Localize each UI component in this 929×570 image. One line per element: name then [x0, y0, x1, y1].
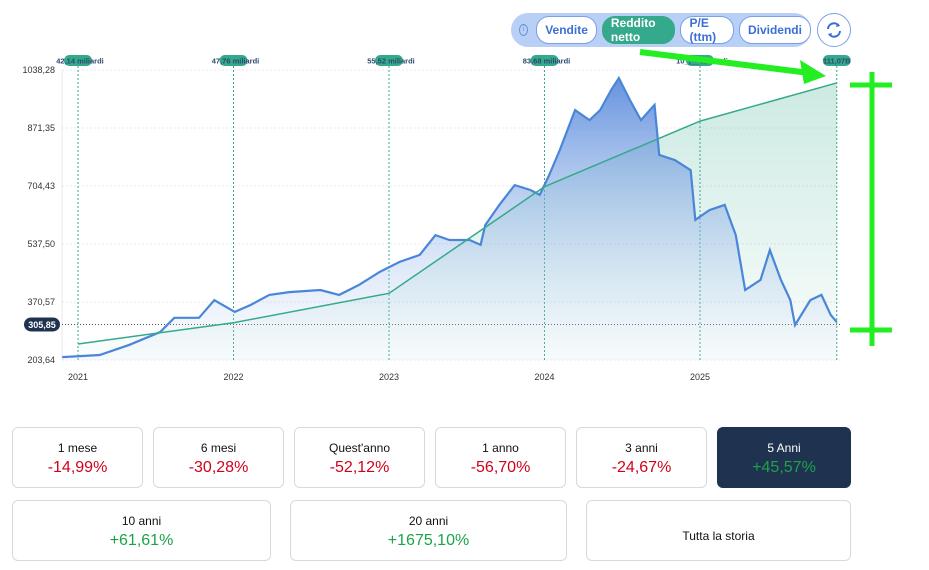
metric-toolbar: i Vendite Reddito netto P/E (ttm) Divide… [511, 13, 811, 47]
period-change: +61,61% [109, 532, 174, 549]
net-income-badge [530, 55, 559, 66]
y-tick-label: 1038,28 [22, 65, 55, 75]
period-change: -14,99% [47, 459, 108, 476]
x-tick-label: 2023 [379, 372, 399, 382]
period-label: Tutta la storia [682, 529, 755, 543]
period-label: 1 mese [57, 441, 98, 455]
period-button[interactable]: 10 anni +61,61% [12, 500, 271, 561]
refresh-button[interactable] [817, 13, 851, 47]
y-tick-label: 370,57 [27, 297, 55, 307]
period-button[interactable]: 6 mesi -30,28% [153, 427, 284, 488]
period-label: 3 anni [625, 441, 658, 455]
period-change: -52,12% [329, 459, 390, 476]
current-price-label: 305,85 [28, 320, 56, 330]
period-change: -30,28% [188, 459, 249, 476]
net-income-label: 55,52 miliardi [367, 57, 415, 66]
net-income-label: 83,68 miliardi [523, 57, 571, 66]
y-tick-label: 537,50 [27, 239, 55, 249]
net-income-label: 42,14 miliardi [56, 57, 104, 66]
period-button[interactable]: Tutta la storia [586, 500, 851, 561]
price-line [62, 75, 838, 359]
net-income-badge [64, 55, 92, 66]
price-area [62, 78, 837, 361]
net-income-badge [822, 55, 851, 66]
period-change: +45,57% [752, 459, 816, 476]
period-label: 5 Anni [767, 441, 801, 455]
tab-dividendi[interactable]: Dividendi [738, 16, 811, 44]
period-change: -56,70% [470, 459, 531, 476]
refresh-icon [827, 22, 841, 38]
tab-pe-ttm[interactable]: P/E (ttm) [680, 16, 734, 44]
net-income-line [77, 82, 837, 345]
tab-reddito-netto[interactable]: Reddito netto [601, 16, 676, 44]
period-button[interactable]: 1 mese -14,99% [12, 427, 143, 488]
period-button[interactable]: Quest'anno -52,12% [294, 427, 425, 488]
x-tick-label: 2021 [68, 372, 88, 382]
net-income-badge [219, 55, 248, 66]
current-price-badge [24, 317, 60, 332]
period-label: 10 anni [121, 514, 162, 528]
period-label: 6 mesi [200, 441, 237, 455]
y-tick-label: 203,64 [27, 355, 55, 365]
y-tick-label: 871,35 [27, 123, 55, 133]
period-button[interactable]: 5 Anni +45,57% [717, 427, 851, 488]
period-button[interactable]: 1 anno -56,70% [435, 427, 566, 488]
y-tick-label: 704,43 [27, 181, 55, 191]
net-income-badge [375, 55, 403, 66]
period-change: -24,67% [611, 459, 672, 476]
info-icon[interactable]: i [519, 24, 529, 36]
net-income-label: 111,07B [823, 57, 851, 66]
annotation-arrow [639, 49, 892, 346]
period-change: +1675,10% [387, 532, 470, 549]
x-tick-label: 2024 [534, 372, 554, 382]
x-tick-label: 2025 [690, 372, 710, 382]
period-button[interactable]: 20 anni +1675,10% [290, 500, 567, 561]
period-button[interactable]: 3 anni -24,67% [576, 427, 707, 488]
period-label: 1 anno [482, 441, 519, 455]
net-income-label: 47,76 miliardi [212, 57, 260, 66]
period-label: Quest'anno [328, 441, 390, 455]
price-chart: 1038,28 871,35 704,43 537,50 370,57 203,64 202… [22, 49, 892, 382]
x-tick-label: 2022 [223, 372, 243, 382]
period-label: 20 anni [408, 514, 449, 528]
tab-vendite[interactable]: Vendite [536, 16, 597, 44]
